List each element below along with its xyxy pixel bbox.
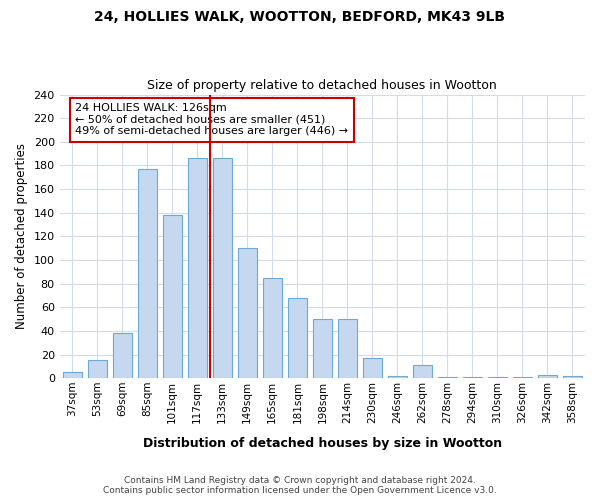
Bar: [488, 377, 507, 378]
Bar: [413, 365, 432, 378]
Bar: [538, 374, 557, 378]
Bar: [563, 376, 582, 378]
Bar: [88, 360, 107, 378]
Bar: [263, 278, 281, 378]
Bar: [313, 319, 332, 378]
Text: 24, HOLLIES WALK, WOOTTON, BEDFORD, MK43 9LB: 24, HOLLIES WALK, WOOTTON, BEDFORD, MK43…: [95, 10, 505, 24]
Bar: [388, 376, 407, 378]
Bar: [238, 248, 257, 378]
Text: Contains HM Land Registry data © Crown copyright and database right 2024.
Contai: Contains HM Land Registry data © Crown c…: [103, 476, 497, 495]
Bar: [288, 298, 307, 378]
Bar: [438, 377, 457, 378]
Bar: [338, 319, 357, 378]
Bar: [163, 215, 182, 378]
Text: 24 HOLLIES WALK: 126sqm
← 50% of detached houses are smaller (451)
49% of semi-d: 24 HOLLIES WALK: 126sqm ← 50% of detache…: [76, 103, 349, 136]
Bar: [213, 158, 232, 378]
Bar: [138, 169, 157, 378]
Bar: [63, 372, 82, 378]
Bar: [463, 377, 482, 378]
Y-axis label: Number of detached properties: Number of detached properties: [15, 144, 28, 330]
Bar: [513, 377, 532, 378]
Bar: [188, 158, 206, 378]
Bar: [113, 334, 131, 378]
Bar: [363, 358, 382, 378]
X-axis label: Distribution of detached houses by size in Wootton: Distribution of detached houses by size …: [143, 437, 502, 450]
Title: Size of property relative to detached houses in Wootton: Size of property relative to detached ho…: [148, 79, 497, 92]
